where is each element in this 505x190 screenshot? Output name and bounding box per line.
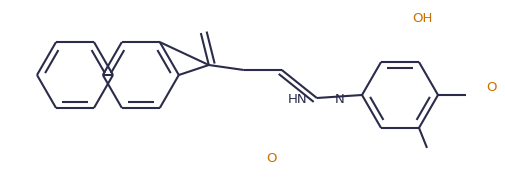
- Text: O: O: [486, 82, 496, 94]
- Text: O: O: [266, 151, 277, 165]
- Text: OH: OH: [411, 12, 431, 25]
- Text: N: N: [334, 93, 344, 107]
- Text: HN: HN: [288, 93, 307, 107]
